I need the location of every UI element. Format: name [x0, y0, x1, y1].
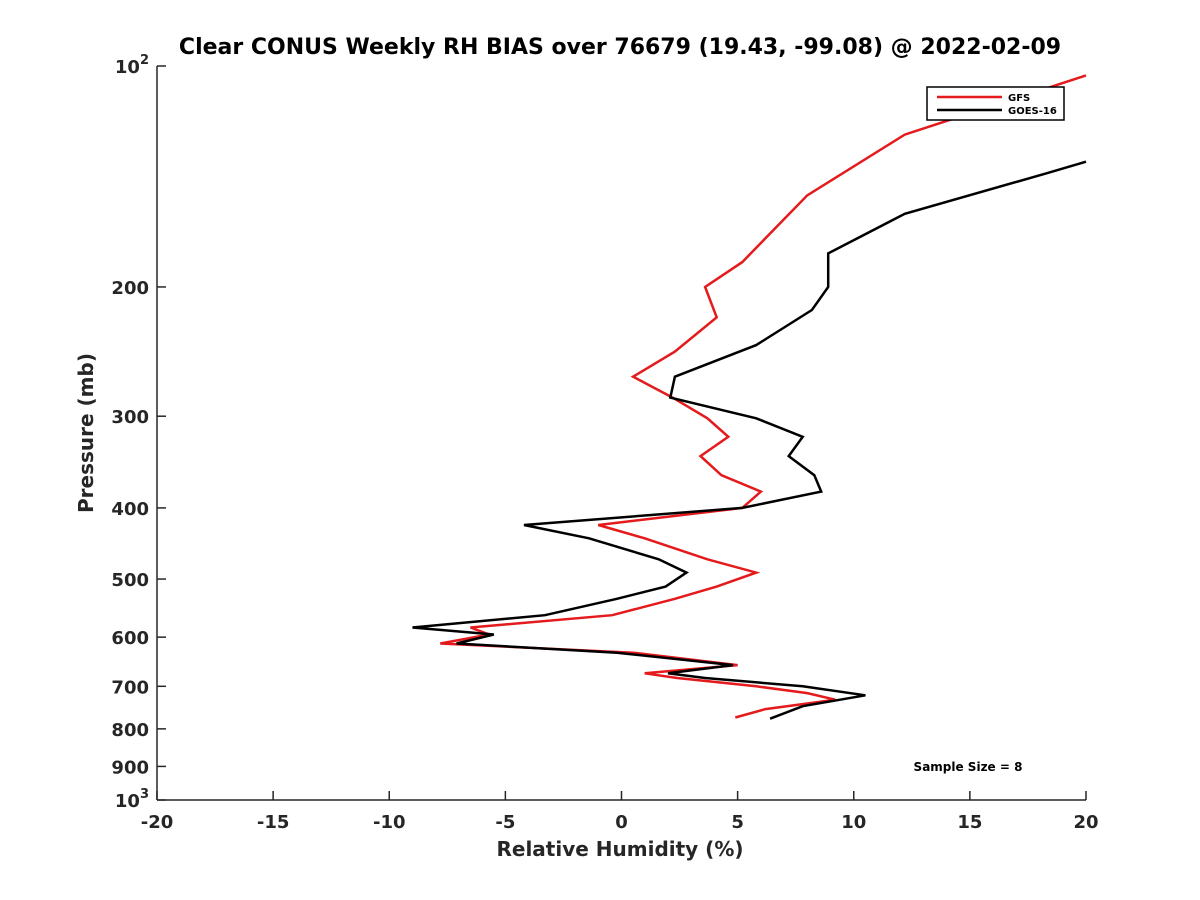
y-tick-label: 900	[111, 757, 149, 778]
y-axis-label: Pressure (mb)	[74, 353, 98, 513]
legend: GFS GOES-16	[926, 86, 1065, 121]
chart-title: Clear CONUS Weekly RH BIAS over 76679 (1…	[179, 35, 1061, 60]
plot-axes	[156, 66, 1086, 801]
series-line-goes16	[412, 160, 1087, 720]
y-tick-label: 200	[111, 278, 149, 299]
data-series	[412, 74, 1087, 720]
y-tick-label: 800	[111, 720, 149, 741]
y-tick-label: 600	[111, 628, 149, 649]
series-line-gfs	[440, 74, 1087, 719]
x-tick-label: 5	[731, 812, 744, 833]
y-tick-label: 102	[115, 53, 149, 78]
x-tick-label: 0	[615, 812, 628, 833]
legend-box	[926, 86, 1065, 121]
y-tick-label: 300	[111, 407, 149, 428]
x-tick-label: 10	[841, 812, 866, 833]
y-tick-label: 400	[111, 499, 149, 520]
legend-label-gfs: GFS	[1008, 93, 1030, 104]
x-tick-label: 15	[957, 812, 982, 833]
y-tick-label: 103	[115, 787, 149, 812]
x-tick-label: -10	[373, 812, 406, 833]
x-tick-label: -20	[141, 812, 174, 833]
x-tick-label: -15	[257, 812, 290, 833]
x-axis-ticks: -20 -15 -10 -5 0 5 10 15 20	[141, 791, 1099, 833]
x-tick-label: -5	[495, 812, 515, 833]
y-tick-label: 700	[111, 677, 149, 698]
y-axis-ticks: 102 200 300 400 500 600 700 800 900 103	[111, 53, 166, 812]
x-axis-label: Relative Humidity (%)	[496, 837, 743, 861]
legend-label-goes16: GOES-16	[1008, 106, 1057, 117]
sample-size-annotation: Sample Size = 8	[914, 760, 1023, 774]
x-tick-label: 20	[1073, 812, 1098, 833]
y-tick-label: 500	[111, 570, 149, 591]
